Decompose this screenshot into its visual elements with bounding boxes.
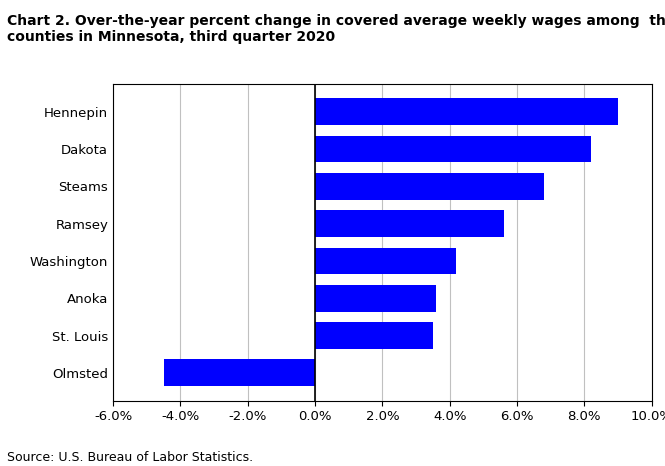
Text: Source: U.S. Bureau of Labor Statistics.: Source: U.S. Bureau of Labor Statistics. <box>7 451 253 464</box>
Bar <box>315 285 436 312</box>
Bar <box>315 173 544 200</box>
Bar <box>315 98 618 125</box>
Bar <box>164 359 315 386</box>
Bar <box>315 247 456 274</box>
Text: Chart 2. Over-the-year percent change in covered average weekly wages among  the: Chart 2. Over-the-year percent change in… <box>7 14 665 44</box>
Bar <box>315 210 503 237</box>
Bar <box>315 136 591 163</box>
Bar <box>315 322 433 349</box>
